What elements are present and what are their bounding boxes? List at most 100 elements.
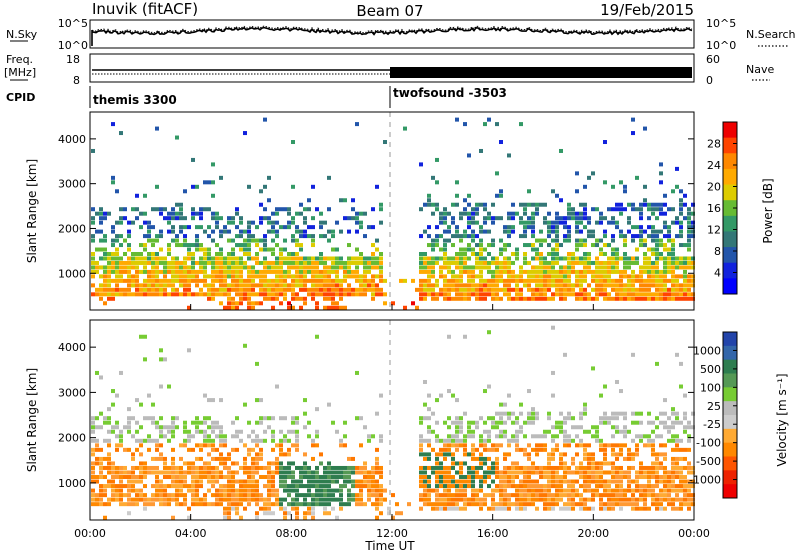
velocity-cell — [691, 425, 695, 430]
velocity-cell — [495, 461, 499, 466]
velocity-cell — [115, 465, 119, 470]
velocity-cell — [171, 425, 175, 430]
power-cell — [163, 274, 167, 279]
velocity-cell — [491, 470, 495, 475]
power-cell — [119, 278, 123, 283]
power-cell — [227, 301, 231, 306]
power-cell — [299, 265, 303, 270]
velocity-cell — [179, 470, 183, 475]
velocity-cell — [323, 475, 327, 480]
power-cell — [451, 274, 455, 279]
power-cell — [651, 211, 655, 216]
velocity-cell — [575, 470, 579, 475]
power-cell — [459, 274, 463, 279]
power-cell — [95, 229, 99, 234]
velocity-cell — [583, 411, 587, 416]
velocity-cell — [503, 488, 507, 493]
power-cell — [507, 243, 511, 248]
power-cell — [303, 283, 307, 288]
velocity-cell — [443, 484, 447, 489]
velocity-cell — [111, 429, 115, 434]
velocity-cell — [219, 493, 223, 498]
velocity-cell — [207, 438, 211, 443]
power-cell — [679, 243, 683, 248]
velocity-cell — [595, 425, 599, 430]
power-cell — [595, 220, 599, 225]
velocity-cell — [627, 452, 631, 457]
power-cell — [655, 234, 659, 239]
power-cell — [159, 269, 163, 274]
velocity-cell — [651, 484, 655, 489]
velocity-cell — [619, 447, 623, 452]
velocity-cell — [679, 484, 683, 489]
velocity-cell — [135, 493, 139, 498]
power-cell — [147, 292, 151, 297]
power-cell — [647, 292, 651, 297]
power-cell — [663, 296, 667, 301]
power-cell — [491, 283, 495, 288]
velocity-cell — [511, 479, 515, 484]
power-cell — [659, 211, 663, 216]
velocity-cell — [663, 484, 667, 489]
power-cell — [307, 256, 311, 261]
power-cell — [299, 211, 303, 216]
power-cell — [227, 238, 231, 243]
power-cell — [583, 252, 587, 257]
power-cell — [127, 287, 131, 292]
velocity-cell — [419, 465, 423, 470]
power-cell — [375, 260, 379, 265]
velocity-cell — [267, 493, 271, 498]
power-ytick-label: 1000 — [58, 267, 86, 280]
power-cell — [223, 283, 227, 288]
power-cell — [167, 229, 171, 234]
velocity-cell — [347, 502, 351, 507]
power-colorbar-swatch — [723, 184, 737, 201]
velocity-cell — [379, 488, 383, 493]
velocity-cell — [319, 493, 323, 498]
cpid-program-2: twofsound -3503 — [393, 86, 507, 100]
velocity-cell — [611, 461, 615, 466]
power-cell — [103, 256, 107, 261]
power-cell — [511, 202, 515, 207]
velocity-cell — [107, 452, 111, 457]
velocity-cell — [323, 502, 327, 507]
power-cell — [95, 292, 99, 297]
power-cell — [551, 260, 555, 265]
velocity-cell — [555, 475, 559, 480]
power-cell — [663, 234, 667, 239]
power-cell — [303, 260, 307, 265]
power-cell — [235, 207, 239, 212]
velocity-cell — [291, 443, 295, 448]
power-cell — [471, 292, 475, 297]
velocity-cell — [235, 488, 239, 493]
velocity-cell — [451, 493, 455, 498]
velocity-cell — [295, 484, 299, 489]
power-cell — [455, 229, 459, 234]
velocity-cell — [99, 411, 103, 416]
velocity-cell — [187, 465, 191, 470]
velocity-cell — [463, 447, 467, 452]
power-cell — [551, 265, 555, 270]
velocity-cell — [555, 425, 559, 430]
power-cell — [131, 256, 135, 261]
velocity-cell — [499, 502, 503, 507]
power-cell — [467, 287, 471, 292]
velocity-cell — [539, 434, 543, 439]
velocity-cell — [211, 484, 215, 489]
velocity-cell — [167, 425, 171, 430]
velocity-cell — [607, 420, 611, 425]
power-cell — [475, 207, 479, 212]
velocity-cell — [635, 488, 639, 493]
velocity-ytick-label: 3000 — [58, 386, 86, 399]
power-cell — [343, 292, 347, 297]
power-cell — [627, 229, 631, 234]
power-cell — [483, 202, 487, 207]
power-cell — [115, 265, 119, 270]
velocity-cell — [255, 488, 259, 493]
power-cell — [131, 278, 135, 283]
power-cell — [575, 247, 579, 252]
power-cell — [539, 296, 543, 301]
power-cell — [675, 265, 679, 270]
power-cell — [123, 292, 127, 297]
power-cell — [95, 287, 99, 292]
